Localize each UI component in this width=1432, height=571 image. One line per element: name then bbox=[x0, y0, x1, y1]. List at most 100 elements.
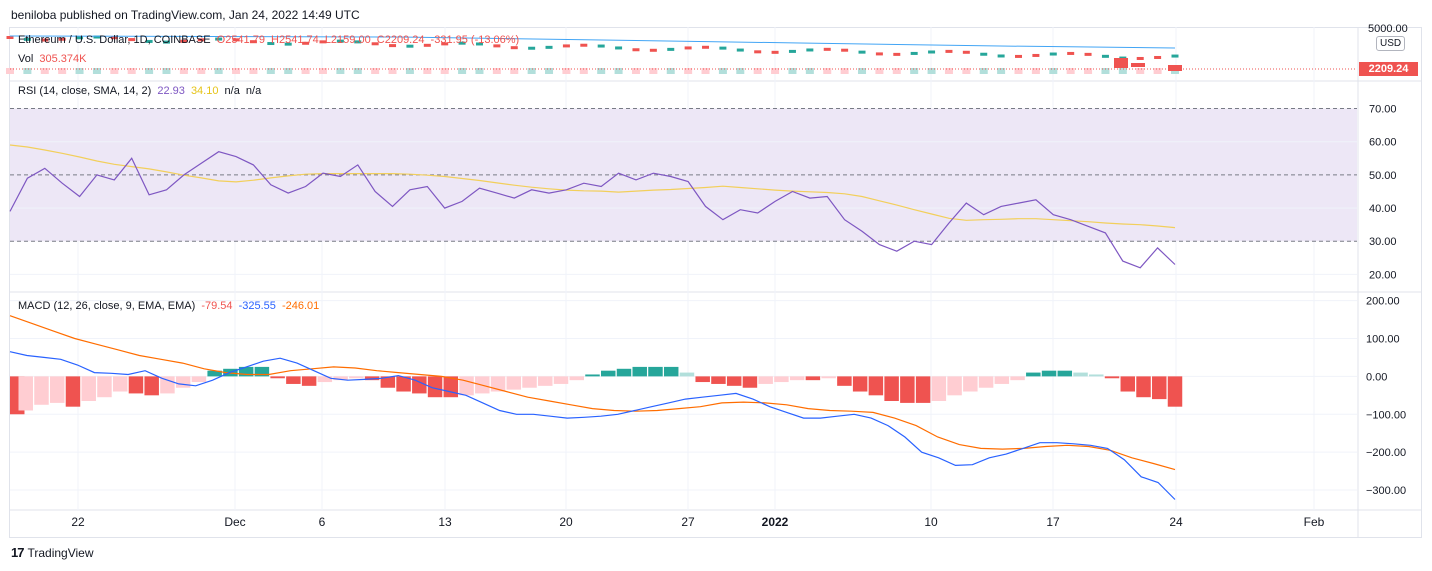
volume-bar bbox=[1049, 68, 1058, 74]
macd-hist-bar bbox=[648, 366, 663, 377]
candle-body bbox=[806, 48, 814, 52]
grid-layer bbox=[77, 27, 1315, 510]
volume-bar bbox=[58, 68, 67, 74]
chart-frame[interactable] bbox=[9, 27, 1422, 538]
rsi-y-tick: 20.00 bbox=[1369, 269, 1397, 281]
volume-bar bbox=[1066, 68, 1075, 74]
volume-bar bbox=[475, 68, 484, 74]
candle-body bbox=[1136, 56, 1144, 60]
rsi-pane-plot bbox=[9, 108, 1357, 275]
footer-brand[interactable]: 17 TradingView bbox=[11, 545, 94, 560]
volume-bar bbox=[631, 68, 640, 74]
macd-hist-bar bbox=[207, 370, 222, 377]
volume-bar bbox=[718, 68, 727, 74]
candle-body bbox=[1171, 54, 1179, 58]
volume-legend[interactable]: Vol 305.374K bbox=[18, 53, 89, 65]
volume-bar bbox=[1136, 68, 1145, 74]
macd-hist-bar bbox=[1152, 376, 1167, 400]
volume-bar bbox=[962, 68, 971, 74]
volume-bar bbox=[614, 68, 623, 74]
candle-body bbox=[528, 46, 536, 50]
volume-value: 305.374K bbox=[39, 53, 87, 65]
macd-hist-bar bbox=[144, 376, 159, 396]
macd-hist-bar bbox=[396, 376, 411, 392]
macd-hist-bar bbox=[364, 376, 380, 381]
volume-bar bbox=[1153, 68, 1162, 74]
macd-hist-bar bbox=[1104, 376, 1120, 379]
candle-body bbox=[267, 42, 275, 46]
macd-hist-bar bbox=[884, 376, 899, 401]
macd-hist-bar bbox=[931, 376, 947, 401]
macd-hist-bar bbox=[616, 368, 632, 377]
x-tick-label: 22 bbox=[71, 515, 85, 529]
macd-hist-bar bbox=[317, 376, 333, 383]
x-tick-label: 17 bbox=[1046, 515, 1060, 529]
macd-y-tick: 100.00 bbox=[1366, 333, 1400, 345]
candle-body bbox=[1154, 55, 1162, 59]
candle-body bbox=[249, 40, 257, 44]
volume-bar bbox=[1101, 68, 1110, 74]
volume-bar bbox=[892, 68, 901, 74]
rsi-y-tick: 30.00 bbox=[1369, 236, 1397, 248]
macd-hist-bar bbox=[65, 376, 81, 407]
candle-body bbox=[145, 39, 153, 43]
candle-body bbox=[406, 44, 414, 48]
candle-body bbox=[545, 45, 553, 49]
candle-body bbox=[110, 36, 118, 40]
macd-hist-bar bbox=[1026, 372, 1041, 377]
volume-bar bbox=[545, 68, 554, 74]
rsi-legend[interactable]: RSI (14, close, SMA, 14, 2) 22.93 34.10 … bbox=[18, 85, 264, 97]
macd-y-tick: 200.00 bbox=[1366, 296, 1400, 308]
volume-bar bbox=[910, 68, 919, 74]
macd-hist-bar bbox=[333, 376, 348, 381]
macd-title: MACD (12, 26, close, 9, EMA, EMA) bbox=[18, 300, 196, 312]
macd-hist-bar bbox=[963, 376, 978, 392]
candle-body bbox=[997, 54, 1005, 58]
volume-bar bbox=[562, 68, 571, 74]
candle-body bbox=[1015, 54, 1023, 58]
volume-bar bbox=[145, 68, 154, 74]
macd-hist-bar bbox=[1136, 376, 1151, 398]
macd-hist-bar bbox=[81, 376, 96, 401]
macd-y-tick: −100.00 bbox=[1366, 409, 1406, 421]
rsi-y-tick: 40.00 bbox=[1369, 203, 1397, 215]
macd-hist-bar bbox=[380, 376, 396, 388]
price-pane-plot bbox=[6, 35, 1357, 74]
macd-hist-bar bbox=[900, 376, 915, 403]
macd-hist-bar bbox=[18, 376, 33, 411]
macd-hist-bar bbox=[726, 376, 742, 386]
macd-hist-bar bbox=[160, 376, 175, 394]
price-legend[interactable]: Ethereum / U.S. Dollar, 1D, COINBASE O25… bbox=[18, 34, 522, 46]
candle-body bbox=[649, 48, 657, 52]
candle-body bbox=[580, 43, 588, 47]
macd-y-tick: 0.00 bbox=[1366, 371, 1387, 383]
rsi-y-tick: 50.00 bbox=[1369, 170, 1397, 182]
macd-hist-bar bbox=[1120, 376, 1136, 392]
volume-bar bbox=[701, 68, 710, 74]
macd-hist-bar bbox=[270, 376, 285, 379]
rsi-y-tick: 70.00 bbox=[1369, 104, 1397, 116]
low-value: L2159.00 bbox=[324, 34, 371, 46]
volume-bar bbox=[927, 68, 936, 74]
macd-y-tick: −300.00 bbox=[1366, 485, 1406, 497]
rsi-y-tick: 60.00 bbox=[1369, 137, 1397, 149]
candle-body bbox=[910, 51, 918, 55]
volume-bar bbox=[736, 68, 745, 74]
last-price-badge: 2209.24 bbox=[1359, 62, 1418, 76]
candle-body bbox=[197, 38, 205, 42]
volume-bar bbox=[805, 68, 814, 74]
macd-hist-bar bbox=[443, 376, 459, 398]
candle-body bbox=[1168, 65, 1182, 71]
macd-signal-value: -246.01 bbox=[281, 300, 320, 312]
volume-bar bbox=[179, 68, 188, 74]
candle-body bbox=[788, 49, 796, 53]
macd-hist-bar bbox=[585, 374, 600, 377]
candle-body bbox=[945, 49, 953, 53]
macd-legend[interactable]: MACD (12, 26, close, 9, EMA, EMA) -79.54… bbox=[18, 300, 322, 312]
volume-bar bbox=[1118, 68, 1127, 74]
volume-bar bbox=[284, 68, 293, 74]
macd-hist-bar bbox=[805, 376, 821, 381]
candle-body bbox=[615, 46, 623, 50]
currency-badge[interactable]: USD bbox=[1376, 36, 1406, 51]
